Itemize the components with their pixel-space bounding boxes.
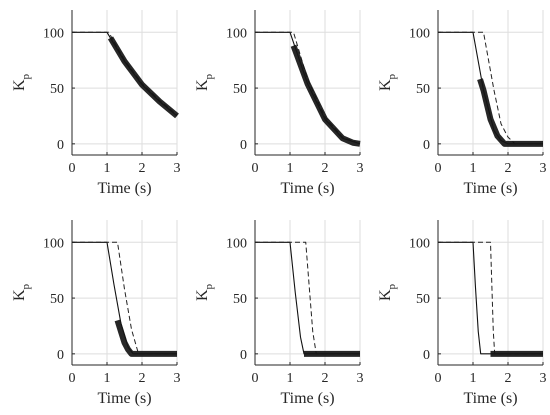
- x-tick-label: 2: [505, 161, 512, 176]
- x-tick-label: 0: [435, 161, 442, 176]
- series-line-thick: [114, 319, 177, 357]
- subplot-1: 0 1 2 3 0 50 100 Time (s) Kp: [11, 10, 181, 197]
- subplot-2: 0 1 2 3 0 50 100 Time (s) Kp: [194, 10, 364, 197]
- x-tick-label: 3: [174, 161, 181, 176]
- y-tick-label: 50: [233, 292, 247, 307]
- x-tick-label: 2: [322, 161, 329, 176]
- y-tick-label: 50: [50, 82, 64, 97]
- y-axis-label: Kp: [11, 73, 32, 91]
- y-tick-label: 0: [240, 138, 247, 153]
- series-line-dashed: [72, 241, 177, 355]
- y-tick-label: 50: [233, 82, 247, 97]
- y-tick-label: 0: [57, 138, 64, 153]
- y-tick-label: 100: [409, 236, 430, 251]
- y-axis-label: Kp: [377, 283, 398, 301]
- y-axis-label: Kp: [194, 73, 215, 91]
- x-tick-label: 0: [69, 371, 76, 386]
- x-tick-label: 0: [252, 161, 259, 176]
- y-tick-label: 0: [423, 138, 430, 153]
- y-tick-label: 100: [226, 236, 247, 251]
- series-line-thick: [107, 36, 179, 119]
- x-tick-label: 3: [540, 371, 547, 386]
- x-tick-label: 3: [357, 161, 364, 176]
- x-tick-label: 1: [287, 161, 294, 176]
- subplot-3: 0 1 2 3 0 50 100 Time (s) Kp: [377, 10, 547, 197]
- x-tick-label: 1: [104, 371, 111, 386]
- y-tick-label: 50: [416, 82, 430, 97]
- x-tick-label: 1: [470, 161, 477, 176]
- x-tick-label: 2: [322, 371, 329, 386]
- x-tick-label: 3: [174, 371, 181, 386]
- y-axis-label: Kp: [194, 283, 215, 301]
- x-tick-label: 0: [252, 371, 259, 386]
- x-axis-label: Time (s): [463, 390, 517, 407]
- y-tick-label: 50: [50, 292, 64, 307]
- y-tick-label: 0: [240, 348, 247, 363]
- x-tick-label: 2: [505, 371, 512, 386]
- y-tick-label: 0: [57, 348, 64, 363]
- x-tick-label: 0: [435, 371, 442, 386]
- series-line-thick: [477, 78, 543, 147]
- x-tick-label: 3: [540, 161, 547, 176]
- subplot-5: 0 1 2 3 0 50 100 Time (s) Kp: [194, 220, 364, 407]
- x-axis-label: Time (s): [463, 180, 517, 197]
- x-tick-label: 1: [470, 371, 477, 386]
- y-tick-label: 100: [226, 26, 247, 41]
- y-tick-label: 100: [43, 26, 64, 41]
- y-tick-label: 50: [416, 292, 430, 307]
- x-tick-label: 1: [287, 371, 294, 386]
- x-axis-label: Time (s): [97, 180, 151, 197]
- y-axis-label: Kp: [11, 283, 32, 301]
- y-axis-label: Kp: [377, 73, 398, 91]
- x-axis-label: Time (s): [280, 180, 334, 197]
- x-tick-label: 3: [357, 371, 364, 386]
- y-tick-label: 0: [423, 348, 430, 363]
- y-tick-label: 100: [43, 236, 64, 251]
- x-axis-label: Time (s): [280, 390, 334, 407]
- series-line-thick: [290, 44, 361, 147]
- x-tick-label: 2: [139, 371, 146, 386]
- y-tick-label: 100: [409, 26, 430, 41]
- x-tick-label: 1: [104, 161, 111, 176]
- x-tick-label: 0: [69, 161, 76, 176]
- subplot-4: 0 1 2 3 0 50 100 Time (s) Kp: [11, 220, 181, 407]
- x-tick-label: 2: [139, 161, 146, 176]
- x-axis-label: Time (s): [97, 390, 151, 407]
- subplot-6: 0 1 2 3 0 50 100 Time (s) Kp: [377, 220, 547, 407]
